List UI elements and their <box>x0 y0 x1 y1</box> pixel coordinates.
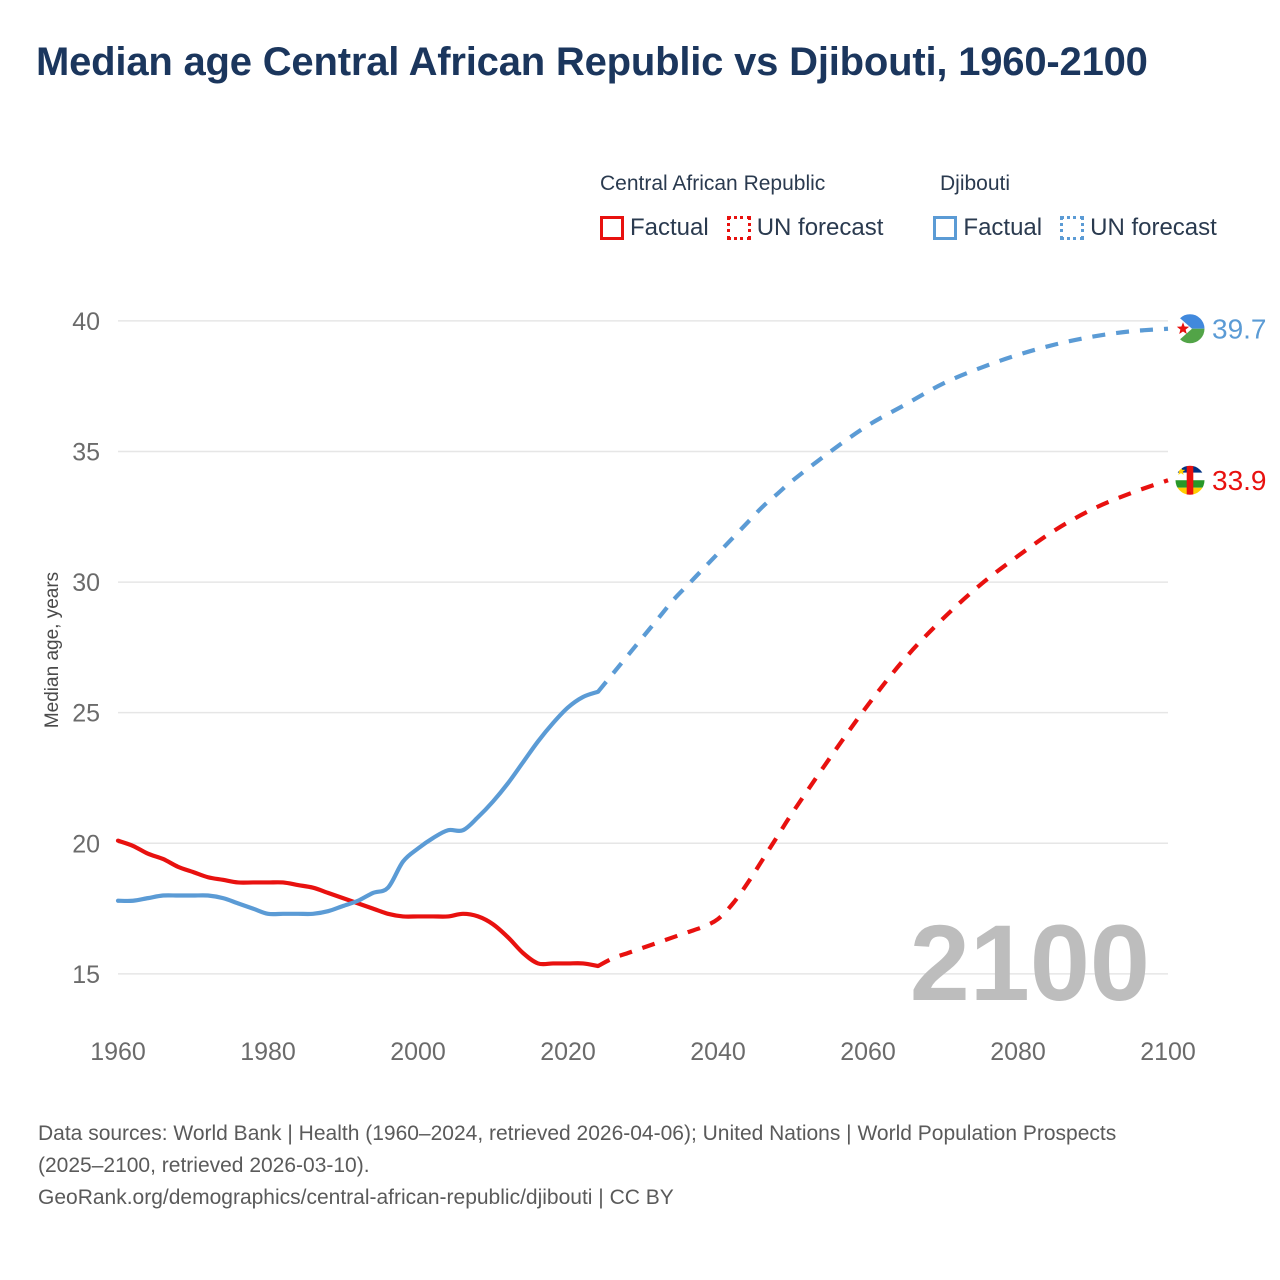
y-axis-ticks: 15 20 25 30 35 40 <box>72 308 100 989</box>
legend-swatch-solid-icon <box>600 216 624 240</box>
x-tick-label: 2080 <box>990 1038 1046 1066</box>
legend-group-title-djibouti: Djibouti <box>940 172 1011 195</box>
legend-item-car-forecast[interactable]: UN forecast <box>726 214 884 242</box>
legend-swatch-dotted-icon <box>726 216 751 240</box>
legend-group-titles: Central African Republic Djibouti <box>600 172 1260 202</box>
legend-label-car-forecast: UN forecast <box>756 214 884 241</box>
legend-swatch-solid-icon <box>933 216 958 240</box>
x-tick-label: 1980 <box>240 1038 296 1066</box>
chart-legend: Central African Republic Djibouti Factua… <box>600 172 1260 242</box>
x-axis-ticks: 1960 1980 2000 2020 2040 2060 2080 2100 <box>90 1038 1196 1066</box>
legend-label-djibouti-forecast: UN forecast <box>1090 214 1217 241</box>
series-endpoint-markers: 33.9 39.7 <box>1174 313 1267 496</box>
series-end-value-label: 33.9 <box>1212 465 1267 496</box>
x-tick-label: 2040 <box>690 1038 746 1066</box>
x-tick-label: 2060 <box>840 1038 896 1066</box>
y-tick-label: 20 <box>72 830 100 858</box>
legend-items: Factual UN forecast Factual UN forecast <box>600 214 1260 242</box>
series-line-factual <box>115 838 601 969</box>
y-tick-label: 35 <box>72 438 100 466</box>
footer: Data sources: World Bank | Health (1960–… <box>38 1118 1218 1214</box>
legend-item-car-factual[interactable]: Factual <box>600 214 709 242</box>
page-title: Median age Central African Republic vs D… <box>36 40 1148 84</box>
y-tick-label: 15 <box>72 961 100 989</box>
y-tick-label: 30 <box>72 569 100 597</box>
x-tick-label: 2020 <box>540 1038 596 1066</box>
legend-item-djibouti-forecast[interactable]: UN forecast <box>1060 214 1217 242</box>
footer-data-sources: Data sources: World Bank | Health (1960–… <box>38 1122 1117 1177</box>
series-line-factual <box>115 689 601 917</box>
legend-label-car-factual: Factual <box>630 214 709 241</box>
footer-attribution: GeoRank.org/demographics/central-african… <box>38 1185 674 1209</box>
series-line-forecast <box>596 326 1169 694</box>
djibouti-flag-icon <box>1174 313 1206 345</box>
legend-group-title-car: Central African Republic <box>600 172 826 195</box>
y-tick-label: 25 <box>72 700 100 728</box>
legend-label-djibouti-factual: Factual <box>963 214 1043 241</box>
series-line-forecast <box>597 478 1169 968</box>
y-tick-label: 40 <box>72 308 100 336</box>
central-african-republic-flag-icon <box>1174 464 1206 496</box>
x-tick-label: 2000 <box>390 1038 446 1066</box>
gridlines <box>118 320 1168 975</box>
line-chart-plot: 15 20 25 30 35 40 1960 1980 2000 2020 2040 2060 208… <box>42 308 1267 1066</box>
year-watermark: 2100 <box>910 902 1150 1023</box>
series-lines <box>115 326 1169 969</box>
y-axis-title: Median age, years <box>42 572 63 728</box>
x-tick-label: 2100 <box>1140 1038 1196 1066</box>
x-tick-label: 1960 <box>90 1038 146 1066</box>
series-end-value-label: 39.7 <box>1212 314 1267 345</box>
legend-swatch-dotted-icon <box>1060 216 1085 240</box>
legend-item-djibouti-factual[interactable]: Factual <box>933 214 1042 242</box>
